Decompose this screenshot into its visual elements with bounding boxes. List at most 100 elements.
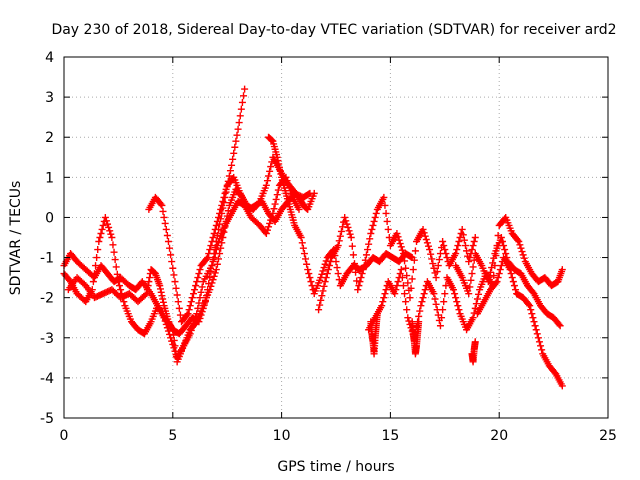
data-point <box>370 217 378 225</box>
data-point <box>427 250 435 258</box>
data-point <box>532 326 540 334</box>
x-axis-label: GPS time / hours <box>277 459 394 475</box>
data-point <box>333 264 341 272</box>
data-point <box>110 248 118 256</box>
data-point <box>399 282 407 290</box>
data-point <box>411 247 419 255</box>
data-point <box>184 310 192 318</box>
series-dip-18-8h <box>468 338 479 366</box>
data-point <box>336 232 344 240</box>
y-axis-label: SDTVAR / TECUs <box>8 181 24 296</box>
data-point <box>277 170 285 178</box>
data-point <box>255 199 263 207</box>
data-point <box>236 112 244 120</box>
data-point <box>467 276 475 284</box>
data-point <box>303 260 311 268</box>
series-track-d <box>145 153 318 326</box>
data-point <box>485 273 493 281</box>
x-tick-label: 20 <box>490 428 508 444</box>
data-point <box>498 238 506 246</box>
data-point <box>415 318 423 326</box>
data-point <box>410 256 418 264</box>
data-point <box>205 250 213 258</box>
data-point <box>538 346 546 354</box>
data-point <box>419 294 427 302</box>
data-point <box>380 193 388 201</box>
data-point <box>102 217 110 225</box>
data-point <box>316 301 324 309</box>
data-point <box>315 306 323 314</box>
data-point <box>421 286 429 294</box>
data-point <box>442 250 450 258</box>
data-point <box>489 259 497 267</box>
data-point <box>382 286 390 294</box>
x-tick-label: 15 <box>381 428 399 444</box>
data-point <box>158 292 166 300</box>
series-dip-16-2h <box>408 318 423 358</box>
data-point <box>171 278 179 286</box>
data-point <box>167 334 175 342</box>
data-point <box>460 236 468 244</box>
series-dip-14-2h <box>367 310 381 358</box>
data-point <box>406 294 414 302</box>
data-point <box>185 306 193 314</box>
data-point <box>443 254 451 262</box>
x-tick-label: 25 <box>599 428 617 444</box>
data-point <box>433 268 441 276</box>
data-point <box>195 299 203 307</box>
data-point <box>534 334 542 342</box>
data-point <box>207 268 215 276</box>
data-point <box>508 274 516 282</box>
data-point <box>166 244 174 252</box>
data-point <box>302 255 310 263</box>
data-point <box>235 119 243 127</box>
data-point <box>94 246 102 254</box>
data-point <box>265 223 273 231</box>
data-point <box>439 238 447 246</box>
data-point <box>452 294 460 302</box>
data-point <box>440 242 448 250</box>
data-point <box>93 254 101 262</box>
data-point <box>162 225 170 233</box>
data-point <box>321 260 329 268</box>
data-point <box>232 137 240 145</box>
y-tick-label: 1 <box>45 170 54 186</box>
data-point <box>157 200 165 208</box>
data-point <box>473 295 481 303</box>
data-point <box>266 219 274 227</box>
grid-lines <box>64 57 608 418</box>
data-point <box>205 280 213 288</box>
data-point <box>166 330 174 338</box>
data-point <box>143 286 151 294</box>
data-point <box>156 282 164 290</box>
data-point <box>348 242 356 250</box>
data-point <box>497 262 505 270</box>
data-point <box>203 292 211 300</box>
data-point <box>420 290 428 298</box>
data-point <box>359 266 367 274</box>
data-point <box>169 340 177 348</box>
data-point <box>381 201 389 209</box>
data-point <box>274 157 282 165</box>
data-point <box>319 287 327 295</box>
data-point <box>164 238 172 246</box>
data-point <box>430 264 438 272</box>
data-point <box>451 290 459 298</box>
data-point <box>220 193 228 201</box>
data-point <box>535 338 543 346</box>
data-point <box>213 217 221 225</box>
x-tick-label: 0 <box>60 428 69 444</box>
data-point <box>509 278 517 286</box>
data-point <box>531 322 539 330</box>
data-point <box>212 266 220 274</box>
data-point <box>240 92 248 100</box>
data-point <box>218 239 226 247</box>
data-point <box>176 311 184 319</box>
data-point <box>320 282 328 290</box>
data-point <box>159 298 167 306</box>
data-point <box>349 251 357 259</box>
data-point <box>486 268 494 276</box>
data-point <box>556 322 564 330</box>
data-point <box>426 246 434 254</box>
data-point <box>341 213 349 221</box>
